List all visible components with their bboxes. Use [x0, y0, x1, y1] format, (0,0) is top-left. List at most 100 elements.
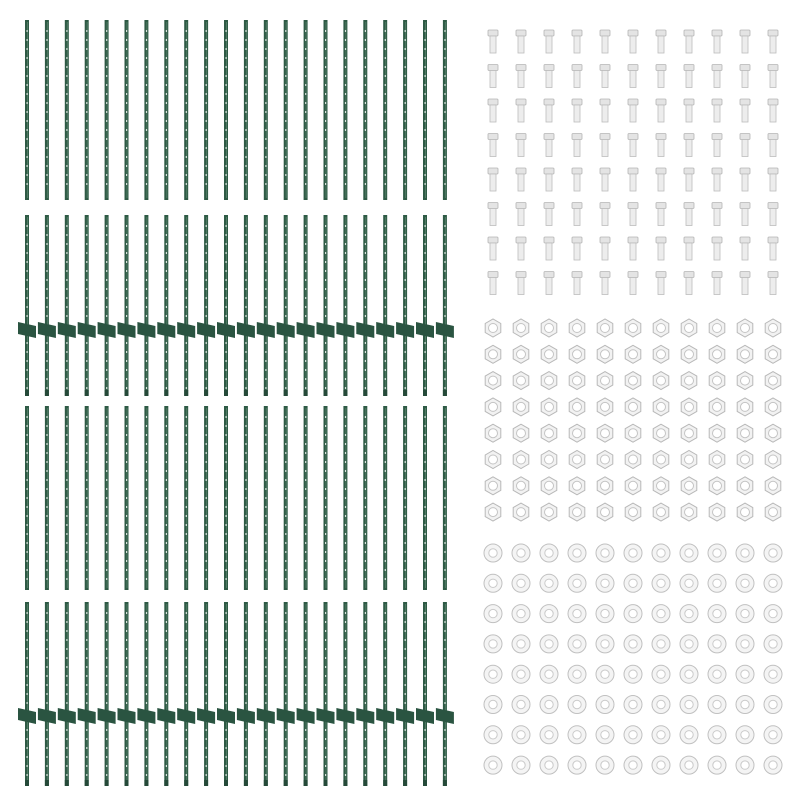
post-hole	[106, 66, 108, 68]
post-hole	[285, 648, 287, 650]
post-hole	[265, 612, 267, 614]
bolt-shank	[713, 242, 721, 261]
post-hole	[285, 39, 287, 41]
post-hole	[285, 93, 287, 95]
anchor-plate	[197, 322, 216, 338]
post-hole	[205, 306, 207, 308]
post-hole	[205, 75, 207, 77]
post-hole	[66, 288, 68, 290]
post-hole	[46, 657, 48, 659]
post-hole	[384, 120, 386, 122]
post-hole	[145, 111, 148, 113]
post-hole	[404, 452, 406, 454]
post-hole	[225, 621, 227, 623]
post-hole	[384, 378, 386, 380]
post-hole	[424, 747, 426, 749]
nut	[568, 397, 586, 417]
nut	[568, 423, 586, 443]
post-hole	[344, 729, 347, 731]
post-hole	[245, 425, 247, 427]
post-hole	[26, 288, 28, 290]
post-hole	[305, 252, 307, 254]
post-hole	[86, 756, 88, 758]
washer	[735, 543, 755, 563]
post-hole	[424, 479, 426, 481]
post-hole	[265, 452, 267, 454]
post-hole	[185, 747, 187, 749]
post-hole	[424, 470, 426, 472]
post-hole	[106, 774, 108, 776]
post-hole	[265, 630, 267, 632]
post-hole	[205, 470, 207, 472]
nut-hole	[600, 375, 610, 386]
post-hole	[325, 684, 327, 686]
nut-hole	[768, 480, 778, 491]
post-hole	[344, 542, 347, 544]
washer-hole	[740, 730, 750, 740]
post-hole	[86, 621, 88, 623]
post-hole	[305, 360, 307, 362]
nut	[512, 344, 530, 364]
post-hole	[364, 351, 366, 353]
washer-hole	[768, 548, 778, 558]
nut	[568, 371, 586, 391]
post-hole	[325, 111, 327, 113]
post-hole	[165, 515, 167, 517]
post-hole	[46, 542, 48, 544]
bolt-head	[711, 236, 723, 244]
post-hole	[106, 261, 108, 263]
post-hole	[165, 378, 167, 380]
bolt	[599, 236, 611, 261]
post-hole	[26, 48, 28, 50]
post-hole	[46, 48, 48, 50]
post-hole	[86, 165, 88, 167]
post-hole	[66, 234, 68, 236]
washer-hole	[600, 760, 610, 770]
post-hole	[325, 578, 327, 580]
post-hole	[384, 702, 386, 704]
post-hole	[145, 138, 148, 140]
post-hole	[444, 639, 446, 641]
post-hole	[26, 138, 28, 140]
post-hole	[245, 416, 247, 418]
nut	[512, 397, 530, 417]
post-hole	[185, 297, 187, 299]
post-hole	[404, 156, 406, 158]
post-hole	[185, 183, 187, 185]
post-hole	[165, 551, 167, 553]
post-hole	[66, 165, 68, 167]
post-hole	[185, 612, 187, 614]
washer-hole	[600, 669, 610, 679]
post-hole	[225, 315, 227, 317]
post-tip	[323, 390, 328, 396]
bolt	[767, 98, 779, 123]
post-hole	[265, 533, 267, 535]
post-hole	[444, 630, 446, 632]
post-hole	[106, 542, 108, 544]
post-hole	[86, 279, 88, 281]
post-hole	[205, 416, 207, 418]
washer-hole	[740, 548, 750, 558]
post-hole	[106, 84, 108, 86]
post-hole	[265, 93, 267, 95]
post-hole	[66, 75, 68, 77]
post-hole	[225, 30, 227, 32]
post-hole	[185, 270, 187, 272]
post-hole	[305, 657, 307, 659]
post-hole	[205, 569, 207, 571]
post-hole	[205, 93, 207, 95]
post-hole	[364, 243, 366, 245]
post-hole	[305, 729, 307, 731]
post-hole	[424, 120, 426, 122]
post-hole	[325, 729, 327, 731]
post-hole	[205, 342, 207, 344]
bolt-shank	[601, 242, 609, 261]
post-hole	[444, 729, 446, 731]
nut-hole	[684, 507, 694, 518]
post-hole	[384, 630, 386, 632]
post-hole	[325, 138, 327, 140]
post-hole	[424, 639, 426, 641]
post-hole	[444, 506, 446, 508]
post-hole	[145, 102, 148, 104]
washer	[539, 755, 559, 775]
